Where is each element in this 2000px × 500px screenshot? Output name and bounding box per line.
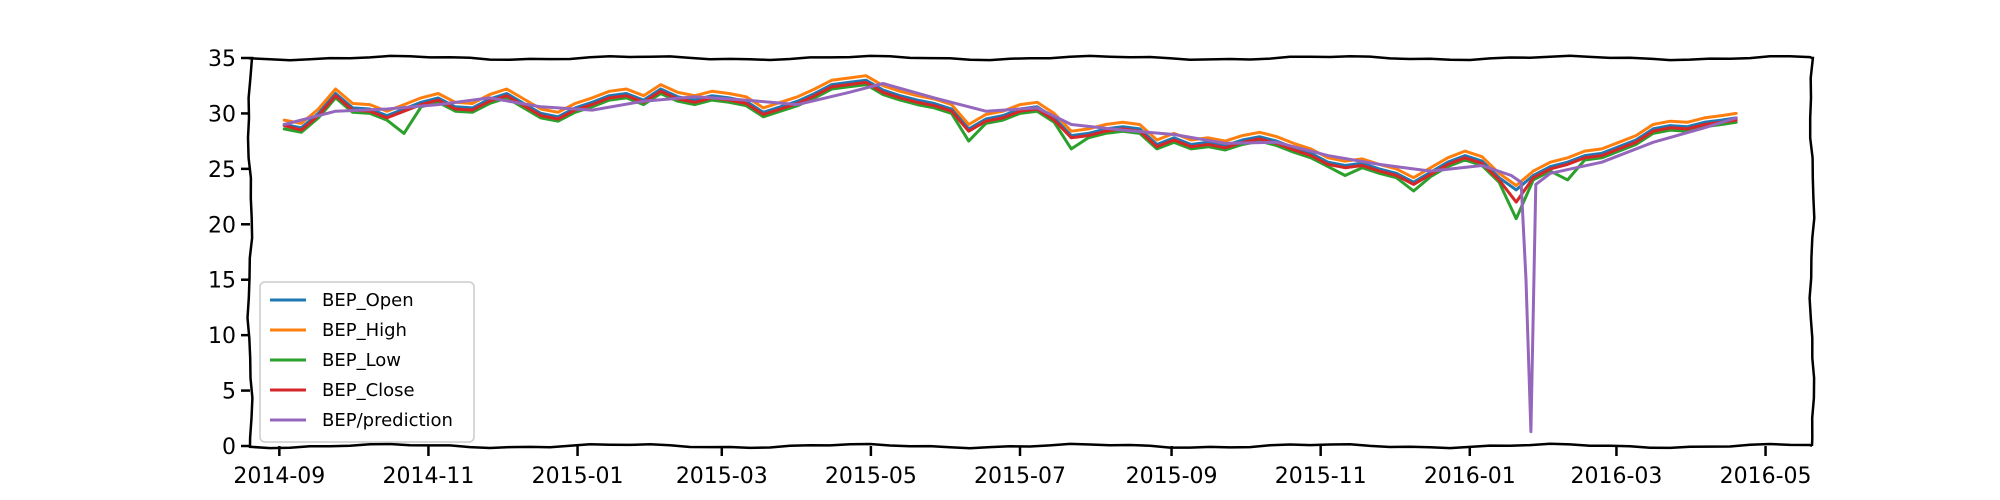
legend-label: BEP/prediction [322, 410, 453, 431]
x-tick-label: 2015-07 [974, 464, 1066, 489]
y-tick-label: 0 [222, 435, 236, 460]
x-tick-label: 2014-11 [382, 464, 474, 489]
axes: 0 5 10 15 20 25 30 35 2014-09 2014-11 2015-01 2015-… [208, 47, 1816, 489]
y-tick-label: 35 [208, 47, 236, 72]
top-spine [248, 54, 1813, 62]
left-spine [246, 56, 254, 447]
y-tick-label: 5 [222, 380, 236, 405]
x-tick-label: 2016-05 [1720, 464, 1812, 489]
right-spine [1808, 56, 1816, 447]
x-tick-label: 2015-03 [676, 464, 768, 489]
bottom-spine [248, 442, 1813, 450]
y-tick-label: 30 [208, 102, 236, 127]
x-tick-label: 2015-01 [532, 464, 624, 489]
y-tick-label: 20 [208, 213, 236, 238]
series-line-1 [282, 74, 1738, 187]
y-tick-label: 10 [208, 324, 236, 349]
legend-label: BEP_High [322, 320, 407, 341]
legend-label: BEP_Open [322, 290, 414, 311]
x-tick-label: 2016-01 [1424, 464, 1516, 489]
x-tick-label: 2015-09 [1126, 464, 1218, 489]
y-tick-label: 15 [208, 269, 236, 294]
x-tick-label: 2015-11 [1275, 464, 1367, 489]
legend-label: BEP_Low [322, 350, 401, 371]
series-line-3 [282, 80, 1738, 204]
x-tick-label: 2015-05 [825, 464, 917, 489]
y-tick-label: 25 [208, 158, 236, 183]
legend-box [259, 281, 475, 443]
legend-label: BEP_Close [322, 380, 415, 401]
legend: BEP_Open BEP_High BEP_Low BEP_Close BEP/pred… [259, 281, 475, 443]
series-lines [282, 74, 1738, 434]
series-line-4 [282, 82, 1738, 434]
x-tick-label: 2016-03 [1570, 464, 1662, 489]
x-tick-label: 2014-09 [233, 464, 325, 489]
series-line-2 [282, 83, 1738, 221]
